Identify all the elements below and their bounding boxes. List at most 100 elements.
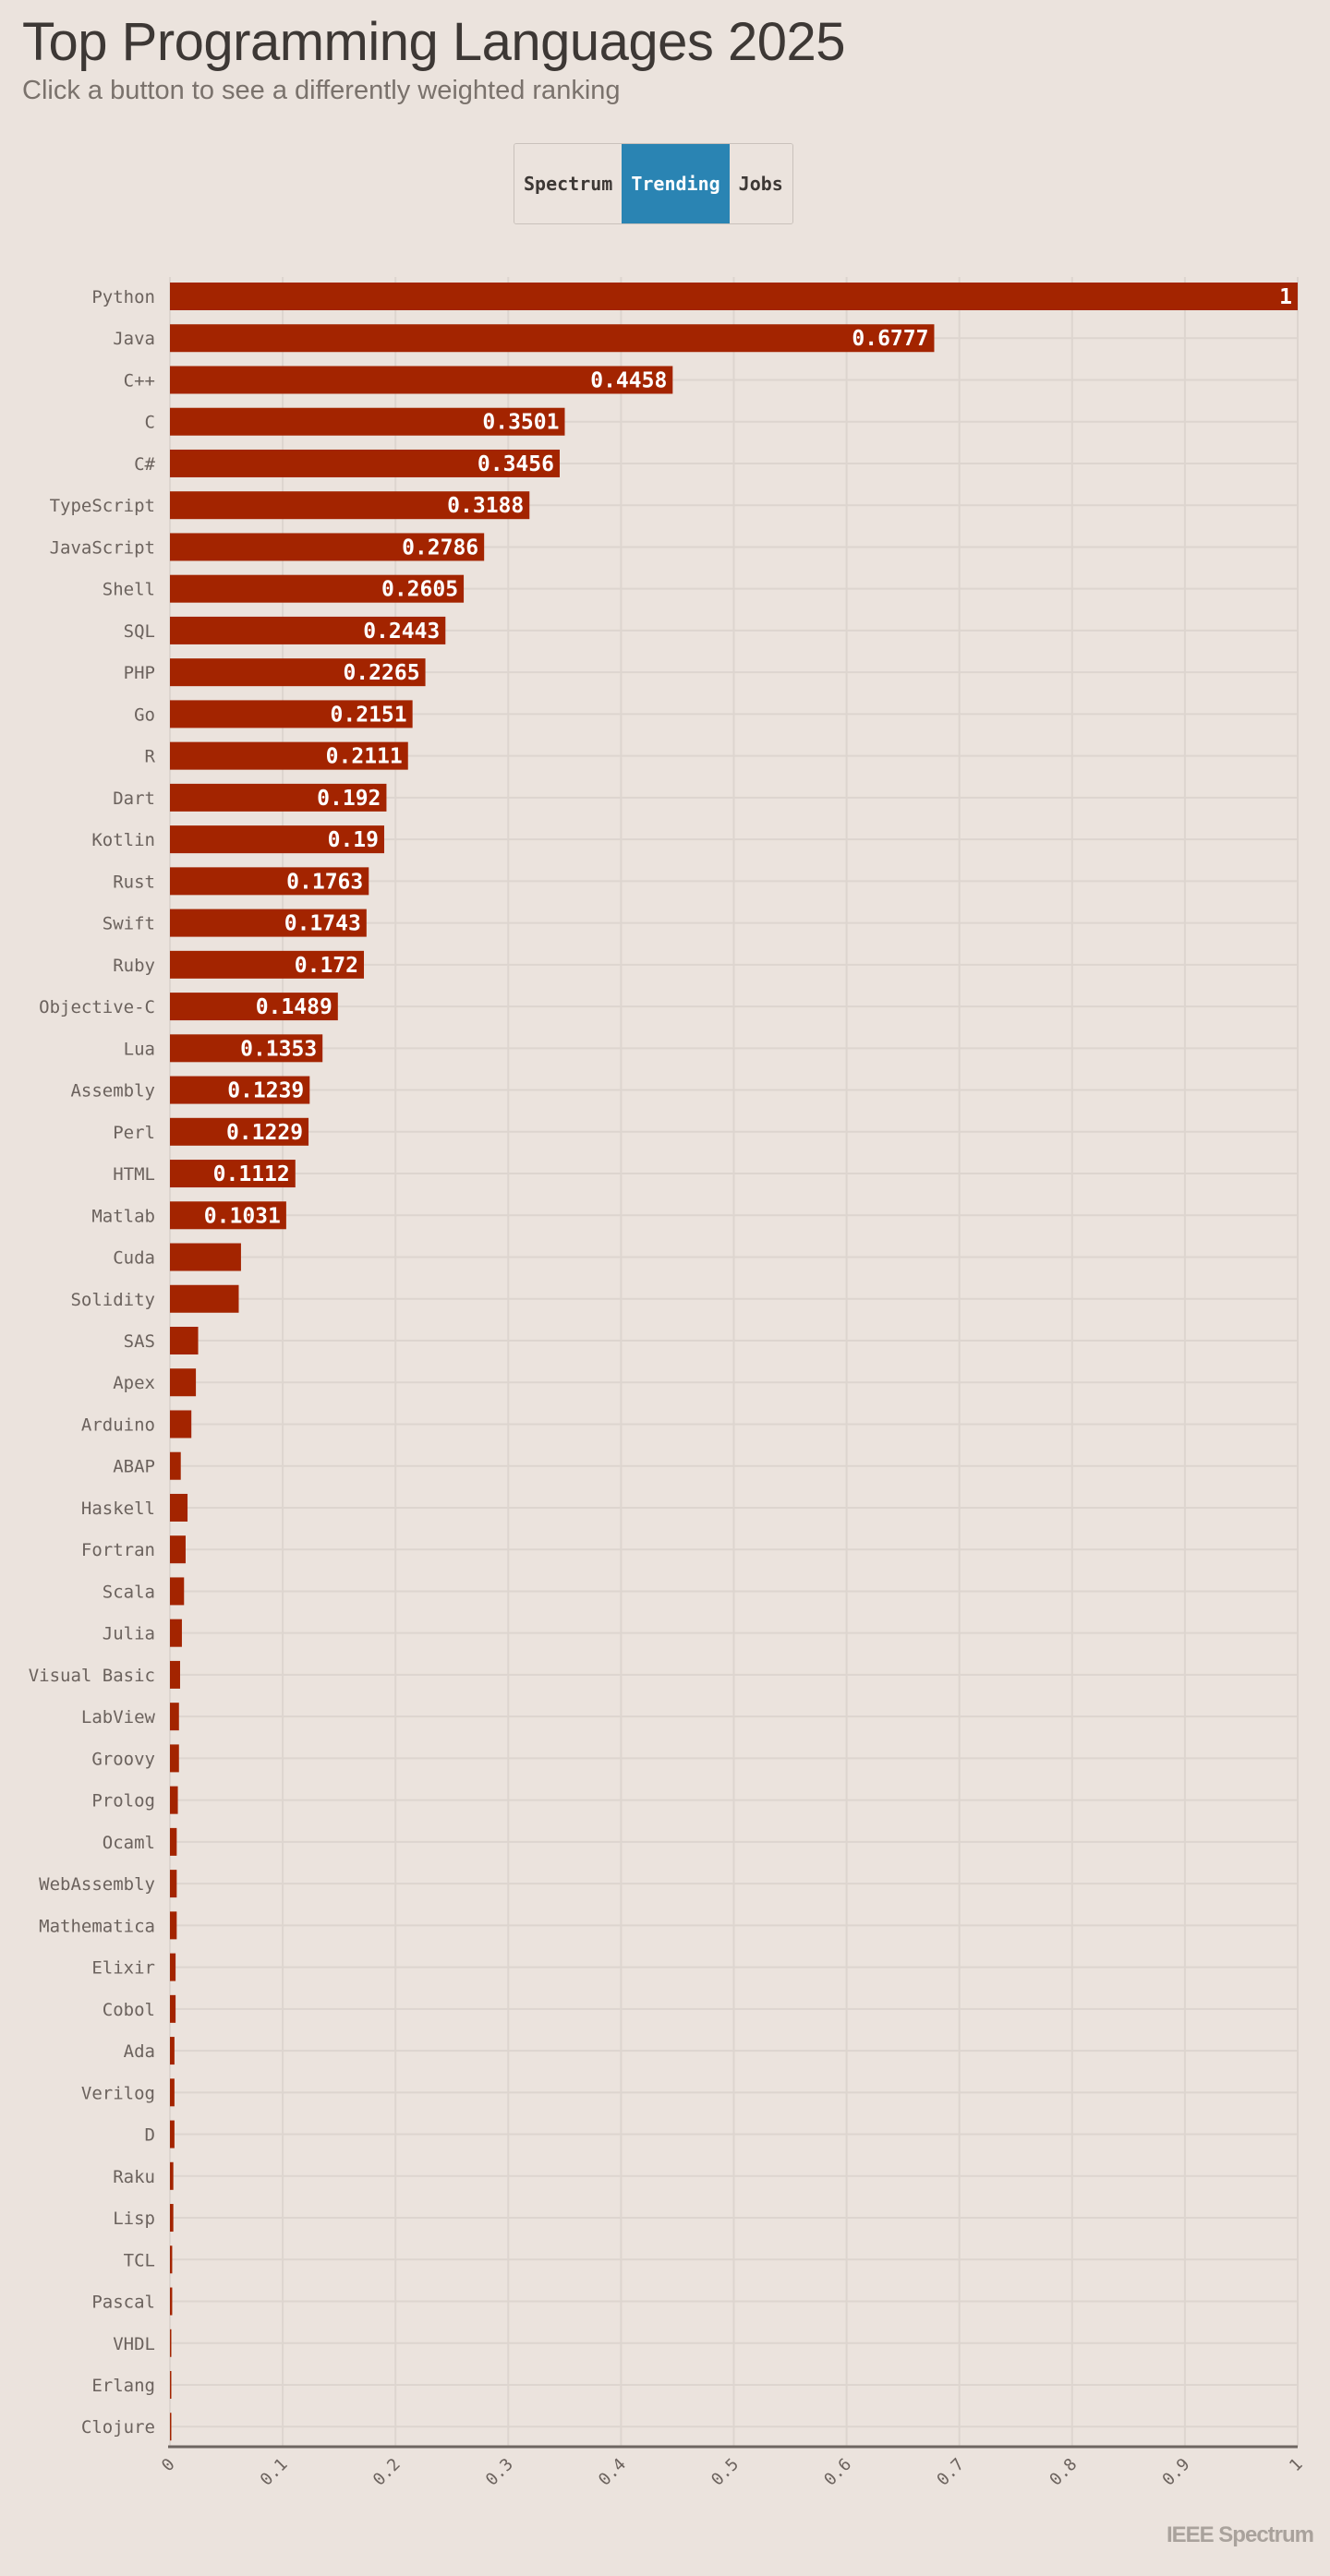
- category-label: Visual Basic: [29, 1666, 155, 1686]
- bar: [170, 825, 384, 854]
- category-label: Raku: [113, 2167, 155, 2187]
- bar: [170, 1535, 186, 1564]
- data-label: 0.172: [295, 954, 358, 978]
- bar: [170, 2329, 172, 2357]
- bar: [170, 574, 465, 603]
- category-label: ABAP: [113, 1457, 155, 1477]
- data-label: 0.1763: [286, 870, 363, 894]
- bar: [170, 1744, 179, 1773]
- category-label: Java: [113, 329, 155, 349]
- category-label: Perl: [113, 1123, 155, 1143]
- data-label: 0.19: [328, 828, 379, 852]
- trending-button[interactable]: Trending: [622, 144, 730, 223]
- bar: [170, 2287, 173, 2316]
- bar: [170, 407, 565, 436]
- category-label: Objective-C: [39, 997, 155, 1017]
- bar: [170, 1703, 179, 1731]
- data-label: 0.1743: [284, 912, 361, 936]
- bar: [170, 1911, 177, 1940]
- bar: [170, 1368, 197, 1397]
- category-label: Swift: [103, 914, 155, 934]
- x-tick-label: 0.8: [1046, 2455, 1081, 2490]
- category-label: TypeScript: [50, 496, 155, 516]
- data-label: 0.3456: [478, 452, 554, 476]
- bar: [170, 1994, 176, 2023]
- category-label: VHDL: [113, 2334, 155, 2354]
- category-label: Shell: [103, 580, 155, 600]
- category-label: WebAssembly: [39, 1874, 155, 1895]
- bar: [170, 1786, 178, 1814]
- bar: [170, 1870, 177, 1898]
- ranking-toggle: Spectrum Trending Jobs: [514, 143, 793, 224]
- data-label: 0.2605: [381, 578, 458, 602]
- category-label: Arduino: [81, 1414, 155, 1435]
- page-title: Top Programming Languages 2025: [22, 12, 846, 72]
- category-label: Groovy: [91, 1749, 155, 1769]
- bar: [170, 1284, 239, 1313]
- category-label: PHP: [124, 663, 155, 683]
- category-label: Solidity: [70, 1290, 155, 1310]
- category-label: Dart: [113, 788, 155, 809]
- data-label: 0.2786: [402, 536, 478, 560]
- data-label: 0.1239: [227, 1079, 304, 1103]
- bar: [170, 533, 485, 561]
- data-label: 0.1353: [240, 1037, 317, 1061]
- category-label: Python: [91, 287, 155, 307]
- bar: [170, 1117, 309, 1146]
- bar: [170, 1493, 188, 1522]
- category-label: Assembly: [70, 1081, 155, 1101]
- bar: [170, 2120, 175, 2149]
- spectrum-button[interactable]: Spectrum: [514, 144, 623, 223]
- category-label: LabView: [81, 1707, 156, 1727]
- bar: [170, 366, 673, 394]
- category-label: Pascal: [91, 2293, 155, 2313]
- bar: [170, 324, 935, 353]
- category-label: HTML: [113, 1164, 155, 1185]
- x-tick-label: 1: [1286, 2455, 1307, 2476]
- bar: [170, 491, 530, 520]
- bar: [170, 1953, 176, 1981]
- jobs-button[interactable]: Jobs: [729, 144, 792, 223]
- category-label: TCL: [124, 2250, 155, 2270]
- category-label: Cobol: [103, 2000, 155, 2020]
- category-label: SQL: [124, 621, 155, 642]
- bar: [170, 867, 369, 896]
- x-tick-label: 0.6: [820, 2455, 855, 2490]
- x-tick-label: 0.5: [707, 2455, 743, 2490]
- bar: [170, 2037, 175, 2065]
- category-label: Kotlin: [91, 830, 155, 850]
- bar: [170, 993, 338, 1021]
- category-label: C#: [134, 454, 155, 475]
- category-label: Ocaml: [103, 1833, 155, 1853]
- bar: [170, 2413, 172, 2441]
- category-label: Verilog: [81, 2083, 155, 2103]
- data-label: 0.1031: [204, 1204, 281, 1228]
- category-label: D: [145, 2125, 155, 2146]
- data-label: 0.4458: [590, 368, 667, 392]
- category-label: Fortran: [81, 1540, 155, 1560]
- bar: [170, 1076, 310, 1104]
- category-label: Erlang: [91, 2376, 155, 2396]
- x-tick-label: 0.3: [482, 2455, 517, 2490]
- category-label: JavaScript: [50, 537, 155, 558]
- category-label: Cuda: [113, 1248, 155, 1269]
- bar: [170, 2161, 174, 2190]
- x-tick-label: 0: [158, 2455, 179, 2476]
- bar: [170, 2204, 174, 2233]
- category-label: Elixir: [91, 1958, 155, 1979]
- data-label: 0.3501: [482, 411, 559, 435]
- bar: [170, 283, 1298, 310]
- x-tick-label: 0.4: [595, 2455, 630, 2490]
- bar: [170, 1327, 199, 1354]
- data-label: 1: [1279, 285, 1292, 309]
- bar: [170, 1160, 296, 1188]
- category-label: C: [145, 413, 155, 433]
- bar: [170, 1201, 286, 1230]
- bar: [170, 449, 560, 477]
- bar: [170, 616, 446, 644]
- bar: [170, 1660, 180, 1689]
- bar: [170, 783, 387, 812]
- category-label: Haskell: [81, 1499, 155, 1519]
- category-label: Julia: [103, 1624, 155, 1644]
- data-label: 0.6777: [852, 327, 928, 351]
